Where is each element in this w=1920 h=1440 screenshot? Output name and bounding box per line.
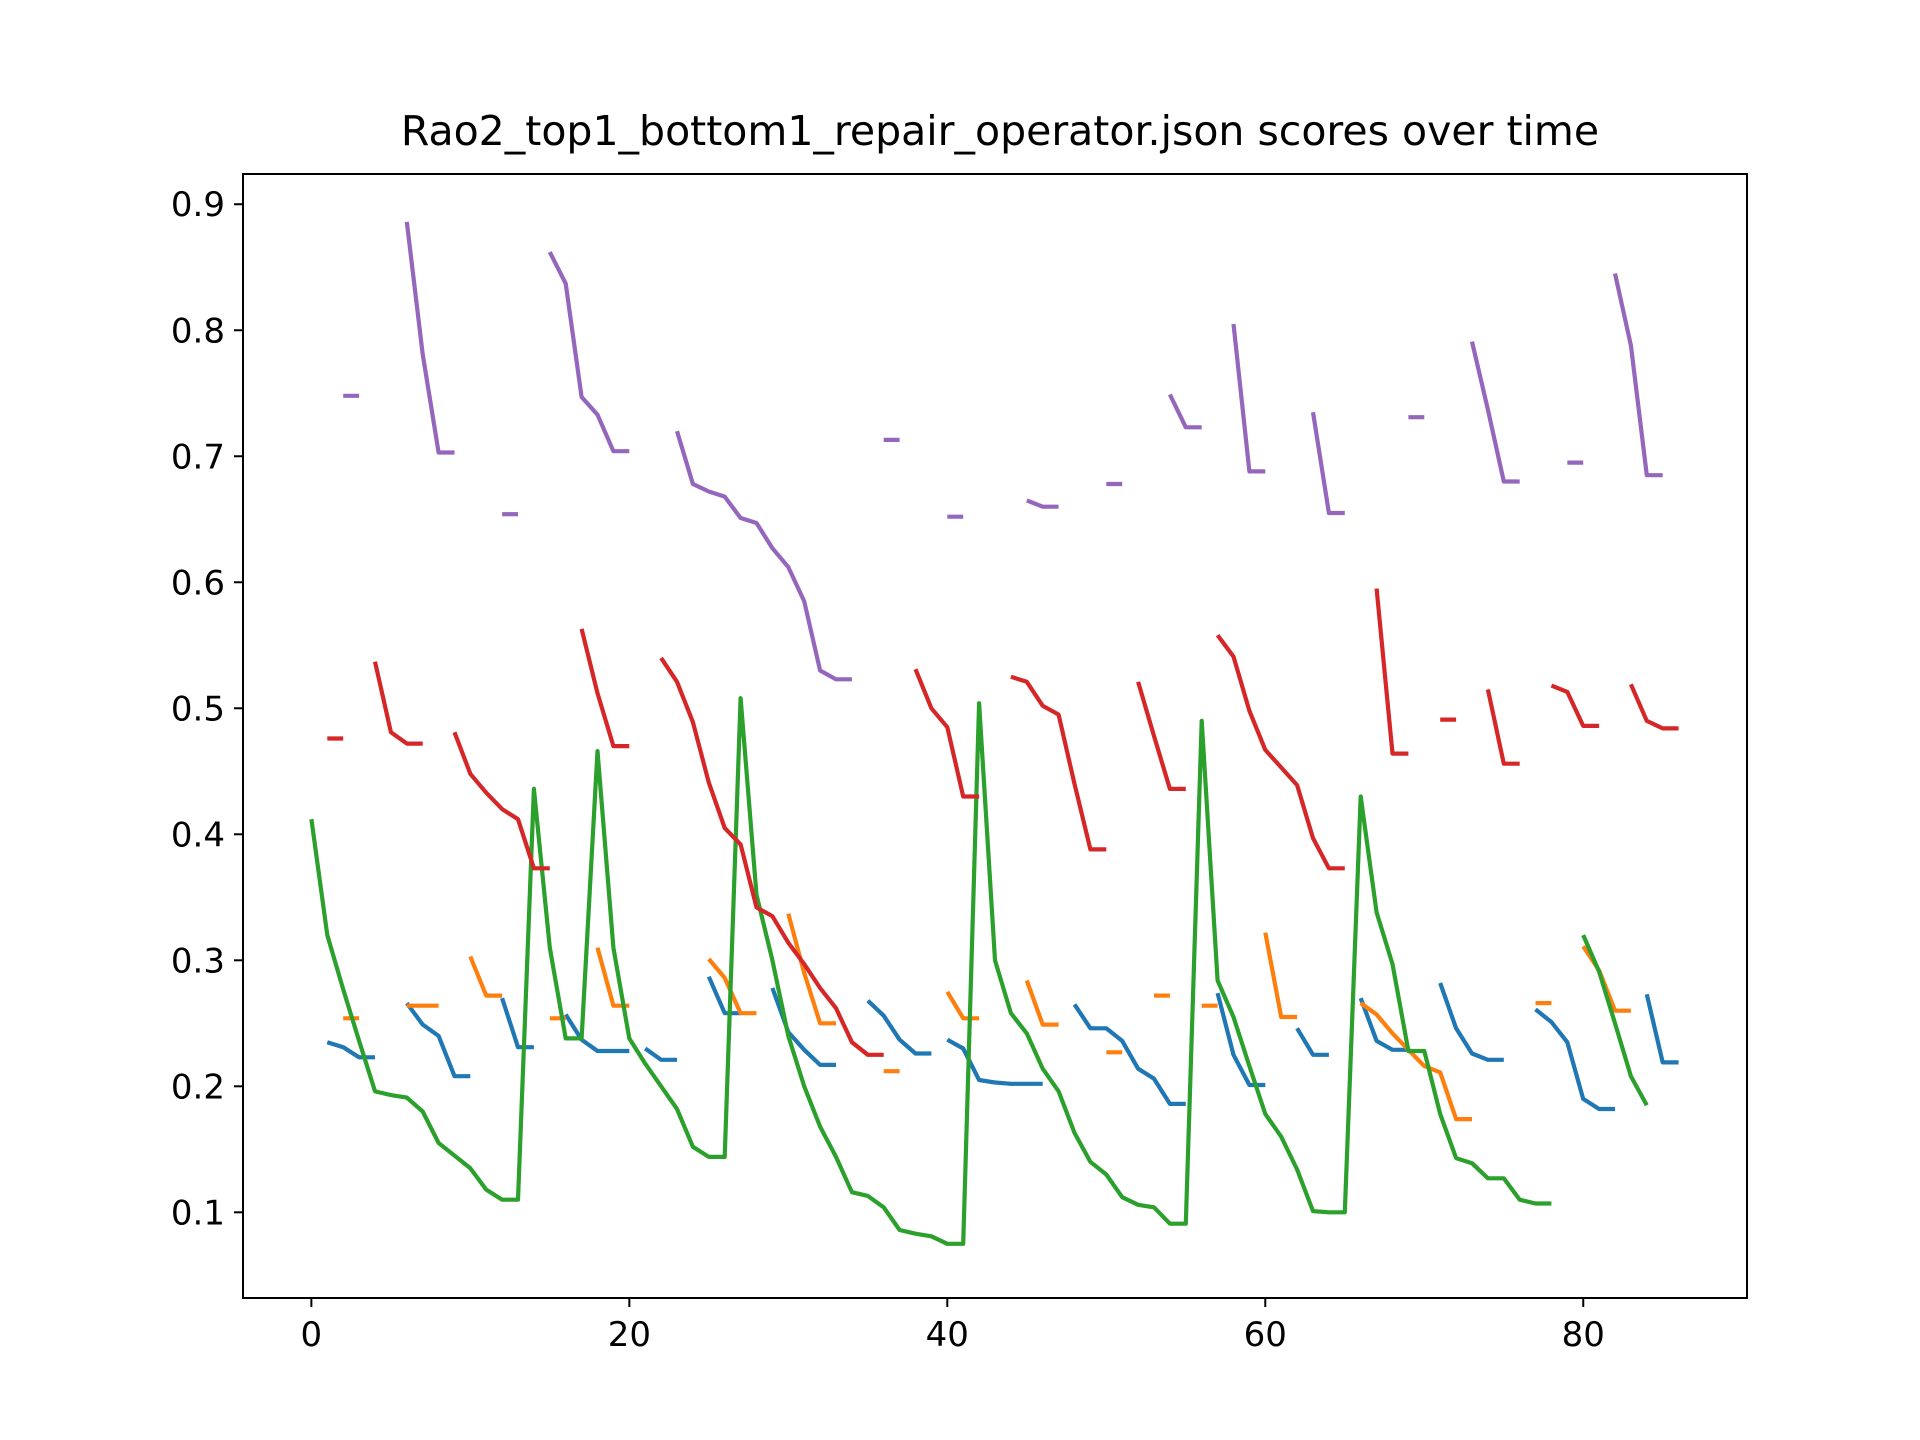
series-2-segment-10 (1024, 979, 1059, 1027)
y-tick-label: 0.6 (171, 563, 225, 603)
series-1-segment-16 (1644, 993, 1679, 1065)
series-4-segment-3 (452, 731, 550, 871)
plot-frame (242, 173, 1748, 1299)
series-1-segment-12 (1295, 1027, 1329, 1057)
series-4 (327, 588, 1679, 1057)
series-4-segment-7 (1010, 674, 1107, 852)
series-1-segment-4 (563, 1013, 630, 1054)
series-2-segment-3 (468, 955, 503, 998)
x-tick-label: 40 (926, 1315, 969, 1355)
y-tick-label: 0.3 (171, 941, 225, 981)
y-tick-label: 0.4 (171, 815, 225, 855)
series-1-segment-2 (405, 1001, 471, 1079)
x-axis: 0 20 40 60 80 (301, 1298, 1605, 1355)
x-tick-label: 60 (1244, 1315, 1287, 1355)
x-tick-label: 20 (608, 1315, 651, 1355)
series-5-segment-12 (1310, 411, 1345, 516)
series-1-segment-3 (500, 997, 534, 1050)
series-4-segment-5 (659, 656, 884, 1057)
series-1-segment-13 (1358, 997, 1409, 1052)
series-4-segment-8 (1136, 681, 1186, 791)
series-4-segment-14 (1628, 683, 1679, 731)
series-1-segment-6 (706, 975, 741, 1016)
series-2-segment-15 (1359, 1001, 1472, 1122)
y-tick-label: 0.2 (171, 1067, 225, 1107)
series-2-segment-6 (707, 957, 757, 1016)
series-5-segment-16 (1612, 273, 1663, 478)
series-5 (343, 221, 1663, 682)
y-axis: 0.1 0.2 0.3 0.4 0.5 0.6 0.7 0.8 0.9 (171, 185, 243, 1233)
series-1 (326, 975, 1679, 1112)
series-4-segment-10 (1374, 588, 1409, 756)
series-2-segment-7 (786, 913, 836, 1026)
series-4-segment-9 (1215, 633, 1345, 871)
chart-title: Rao2_top1_bottom1_repair_operator.json s… (401, 107, 1599, 155)
series-3-segment-1 (309, 696, 1552, 1246)
series-5-segment-5 (674, 430, 852, 682)
y-tick-label: 0.9 (171, 185, 225, 225)
series-2-segment-14 (1263, 932, 1298, 1020)
series-5-segment-14 (1469, 341, 1520, 484)
series-4-segment-12 (1485, 688, 1520, 766)
series-1-segment-10 (1072, 1003, 1186, 1106)
series-4-segment-4 (579, 628, 630, 749)
series-5-segment-2 (404, 221, 455, 455)
series-5-segment-8 (1026, 498, 1059, 509)
y-tick-label: 0.1 (171, 1193, 225, 1233)
y-tick-label: 0.7 (171, 437, 225, 477)
series-1-segment-8 (866, 999, 932, 1056)
series-1-segment-5 (643, 1046, 677, 1062)
y-tick-label: 0.8 (171, 311, 225, 351)
series-4-segment-13 (1550, 683, 1600, 728)
series-layer (309, 221, 1679, 1246)
series-4-segment-6 (913, 668, 980, 799)
series-1-segment-1 (326, 1040, 375, 1060)
series-5-segment-4 (547, 251, 630, 454)
series-2-segment-9 (945, 990, 980, 1021)
x-tick-label: 80 (1562, 1315, 1605, 1355)
series-1-segment-9 (946, 1037, 1043, 1086)
series-2 (343, 913, 1631, 1122)
x-tick-label: 0 (301, 1315, 323, 1355)
series-1-segment-14 (1438, 982, 1504, 1062)
series-3 (309, 696, 1649, 1246)
series-4-segment-2 (372, 661, 423, 746)
series-3-segment-2 (1581, 934, 1649, 1107)
series-5-segment-11 (1231, 323, 1266, 474)
y-tick-label: 0.5 (171, 689, 225, 729)
series-1-segment-15 (1534, 1007, 1615, 1112)
series-5-segment-10 (1168, 393, 1202, 430)
